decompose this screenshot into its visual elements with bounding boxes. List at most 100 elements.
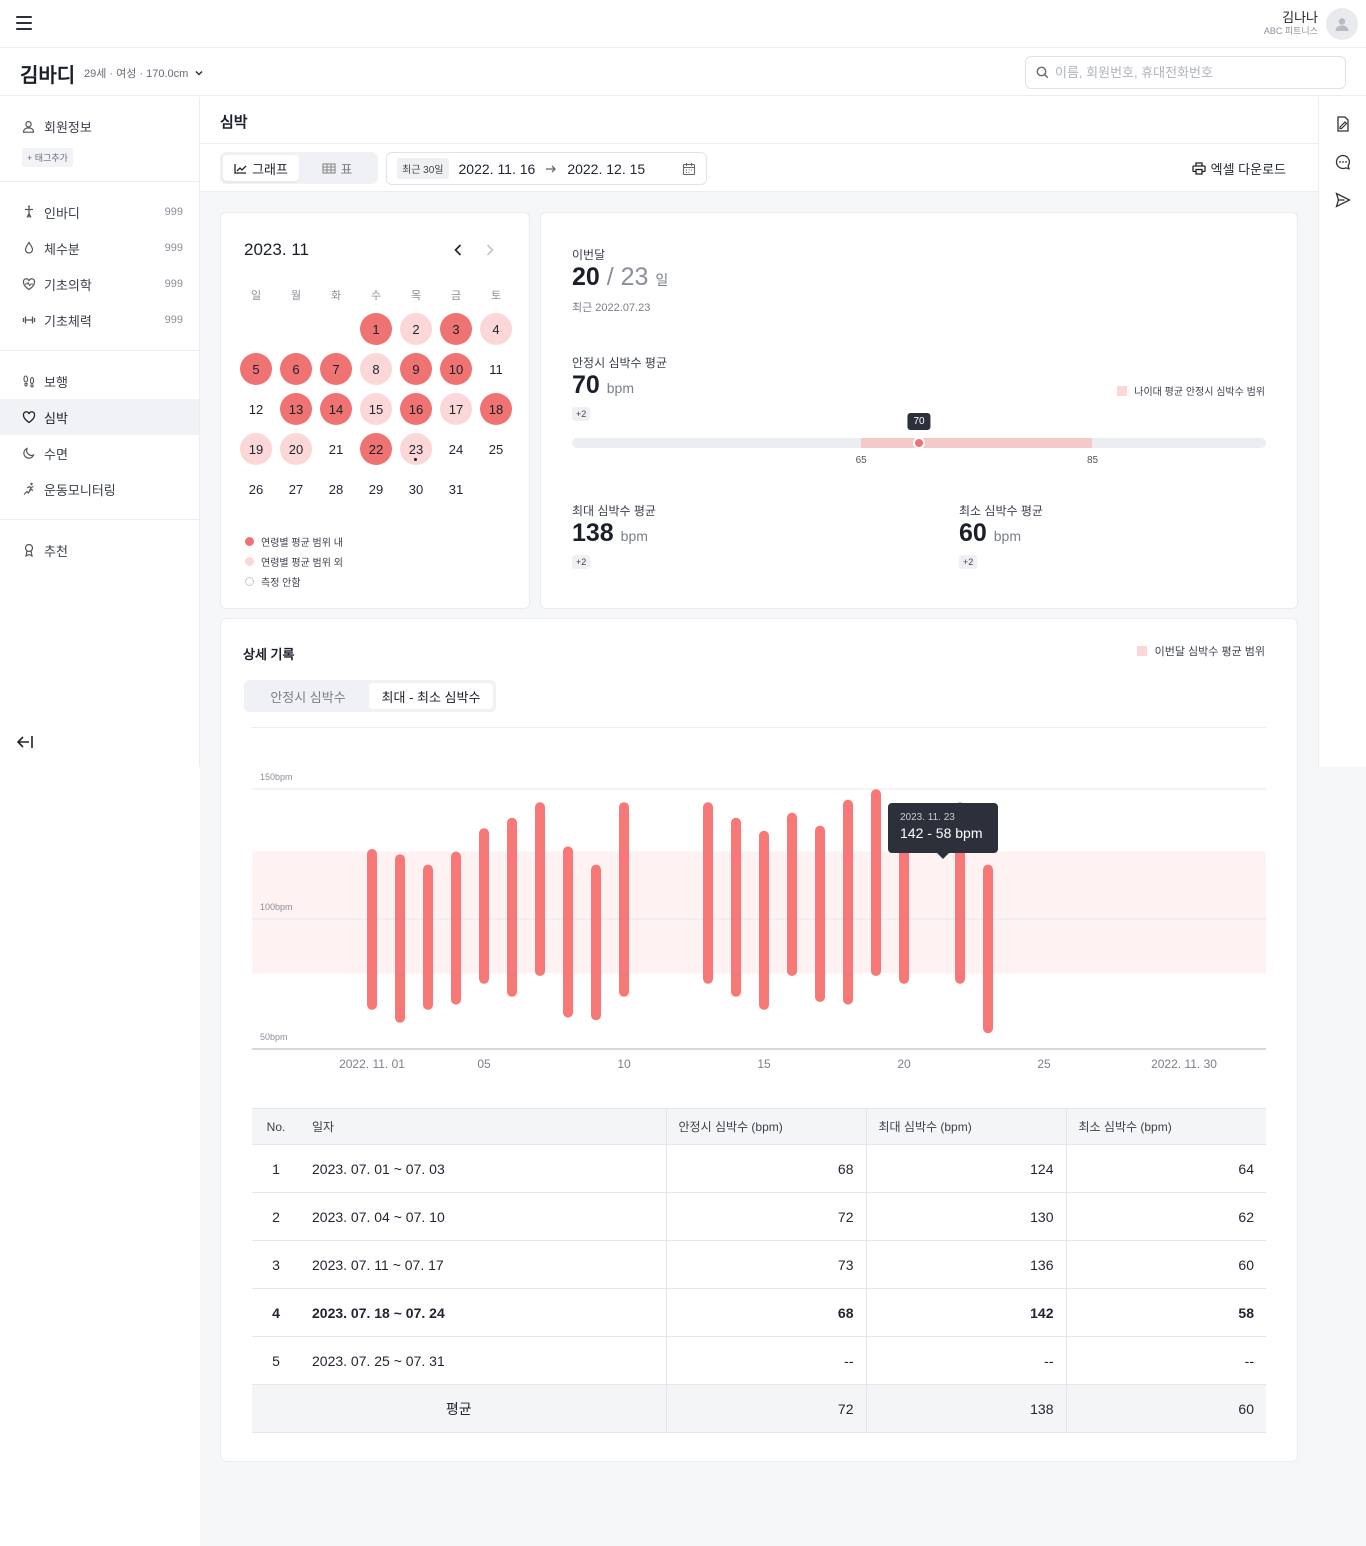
sidebar-item-member-info[interactable]: 회원정보 xyxy=(0,108,199,144)
calendar-day[interactable]: 25 xyxy=(480,433,512,465)
col-date: 일자 xyxy=(300,1108,666,1145)
calendar-day-number: 26 xyxy=(248,481,264,497)
calendar-day[interactable]: 6 xyxy=(280,353,312,385)
calendar-day[interactable]: 13 xyxy=(280,393,312,425)
add-tag-button[interactable]: + 태그추가 xyxy=(22,148,73,167)
cell-date: 2023. 07. 18 ~ 07. 24 xyxy=(300,1288,666,1337)
member-search[interactable] xyxy=(1025,56,1346,89)
calendar-day[interactable]: 11 xyxy=(480,353,512,385)
dumbbell-icon xyxy=(22,313,36,327)
calendar-day-number: 29 xyxy=(368,481,384,497)
calendar-day[interactable]: 31 xyxy=(440,473,472,505)
sidebar-item-moon[interactable]: 수면 xyxy=(0,435,199,471)
table-row[interactable]: 2 2023. 07. 04 ~ 07. 10 72 130 62 xyxy=(252,1192,1266,1241)
next-month-icon[interactable] xyxy=(485,243,495,257)
tab-rest-hr[interactable]: 안정시 심박수 xyxy=(270,689,346,705)
tab-max-min-hr[interactable]: 최대 - 최소 심박수 xyxy=(369,683,493,709)
calendar-day-number: 25 xyxy=(488,441,504,457)
calendar-day[interactable]: 1 xyxy=(360,313,392,345)
top-bar: 김나나 ABC 피트니스 xyxy=(0,0,1366,48)
unit-label: bpm xyxy=(993,528,1021,544)
calendar-day[interactable]: 8 xyxy=(360,353,392,385)
legend-label: 연령별 평균 범위 외 xyxy=(261,558,343,569)
search-input[interactable] xyxy=(1055,65,1325,80)
date-range-picker[interactable]: 최근 30일 2022. 11. 16 2022. 12. 15 xyxy=(386,152,707,185)
sidebar-item-droplet[interactable]: 체수분 999 xyxy=(0,230,199,266)
tab-graph[interactable]: 그래프 xyxy=(223,155,299,181)
user-info[interactable]: 김나나 ABC 피트니스 xyxy=(1264,11,1318,37)
tab-table[interactable]: 표 xyxy=(299,155,375,181)
calendar-day[interactable]: 10 xyxy=(440,353,472,385)
calendar-day[interactable]: 9 xyxy=(400,353,432,385)
sidebar-item-label: 수면 xyxy=(44,446,68,462)
legend-not-measured: 측정 안함 xyxy=(245,574,301,589)
calendar-day[interactable]: 14 xyxy=(320,393,352,425)
calendar-day[interactable]: 12 xyxy=(240,393,272,425)
calendar-day-number: 24 xyxy=(448,441,464,457)
table-row[interactable]: 1 2023. 07. 01 ~ 07. 03 68 124 64 xyxy=(252,1144,1266,1193)
sidebar-item-heart-pulse[interactable]: 기초의학 999 xyxy=(0,266,199,302)
calendar-day[interactable]: 7 xyxy=(320,353,352,385)
menu-icon[interactable] xyxy=(16,16,32,30)
calendar-day[interactable]: 26 xyxy=(240,473,272,505)
send-icon[interactable] xyxy=(1319,181,1366,219)
calendar-day[interactable]: 30 xyxy=(400,473,432,505)
calendar-day[interactable]: 16 xyxy=(400,393,432,425)
calendar-day[interactable]: 20 xyxy=(280,433,312,465)
calendar-day[interactable]: 18 xyxy=(480,393,512,425)
calendar-day[interactable]: 28 xyxy=(320,473,352,505)
sidebar-item-label: 기초체력 xyxy=(44,313,92,329)
calendar-day[interactable]: 3 xyxy=(440,313,472,345)
calendar-day[interactable]: 17 xyxy=(440,393,472,425)
calendar-day[interactable]: 2 xyxy=(400,313,432,345)
calendar-day[interactable]: 27 xyxy=(280,473,312,505)
gauge-range-band xyxy=(861,438,1093,448)
calendar-day-number: 31 xyxy=(448,481,464,497)
calendar-day[interactable]: 19 xyxy=(240,433,272,465)
range-legend-swatch xyxy=(1117,385,1128,396)
sidebar-item-heart[interactable]: 심박 xyxy=(0,399,199,435)
calendar-day-number: 20 xyxy=(288,441,304,457)
excel-download-label: 엑셀 다운로드 xyxy=(1210,162,1286,177)
table-row[interactable]: 5 2023. 07. 25 ~ 07. 31 -- -- -- xyxy=(252,1336,1266,1385)
sidebar-item-dumbbell[interactable]: 기초체력 999 xyxy=(0,302,199,338)
table-row[interactable]: 4 2023. 07. 18 ~ 07. 24 68 142 58 xyxy=(252,1288,1266,1337)
memo-icon[interactable] xyxy=(1319,105,1366,143)
chat-icon[interactable] xyxy=(1319,143,1366,181)
sidebar-item-running[interactable]: 운동모니터링 xyxy=(0,471,199,507)
legend-swatch xyxy=(245,577,254,586)
calendar-day-number: 30 xyxy=(408,481,424,497)
calendar-day-number: 27 xyxy=(288,481,304,497)
prev-month-icon[interactable] xyxy=(453,243,463,257)
calendar-day[interactable]: 23 xyxy=(400,433,432,465)
cell-no: 5 xyxy=(252,1336,300,1385)
calendar-day-number: 21 xyxy=(328,441,344,457)
legend-label: 측정 안함 xyxy=(261,578,301,589)
x-tick-label: 05 xyxy=(477,1057,491,1071)
calendar-day[interactable]: 4 xyxy=(480,313,512,345)
sidebar-item-award[interactable]: 추천 xyxy=(0,532,199,568)
table-row[interactable]: 3 2023. 07. 11 ~ 07. 17 73 136 60 xyxy=(252,1240,1266,1289)
calendar-day[interactable]: 29 xyxy=(360,473,392,505)
unit-label: bpm xyxy=(620,528,648,544)
calendar-day-number: 11 xyxy=(489,361,503,377)
calendar-day[interactable]: 24 xyxy=(440,433,472,465)
divider xyxy=(252,727,1266,728)
excel-download-button[interactable]: 엑셀 다운로드 xyxy=(1191,159,1286,178)
user-name: 김나나 xyxy=(1282,10,1318,25)
calendar-day[interactable]: 22 xyxy=(360,433,392,465)
sidebar-item-footprints[interactable]: 보행 xyxy=(0,363,199,399)
calendar-day[interactable]: 15 xyxy=(360,393,392,425)
avatar[interactable] xyxy=(1326,8,1358,40)
member-info[interactable]: 29세 · 여성 · 170.0cm xyxy=(84,65,204,81)
sidebar-item-body[interactable]: 인바디 999 xyxy=(0,194,199,230)
cell-rest: 68 xyxy=(665,1144,866,1193)
calendar-day[interactable]: 21 xyxy=(320,433,352,465)
x-tick-label: 10 xyxy=(617,1057,631,1071)
calendar-day-number: 23 xyxy=(408,441,424,457)
calendar-day[interactable]: 5 xyxy=(240,353,272,385)
award-icon xyxy=(22,543,36,557)
collapse-sidebar-icon[interactable] xyxy=(16,735,34,749)
chevron-down-icon xyxy=(195,70,203,76)
